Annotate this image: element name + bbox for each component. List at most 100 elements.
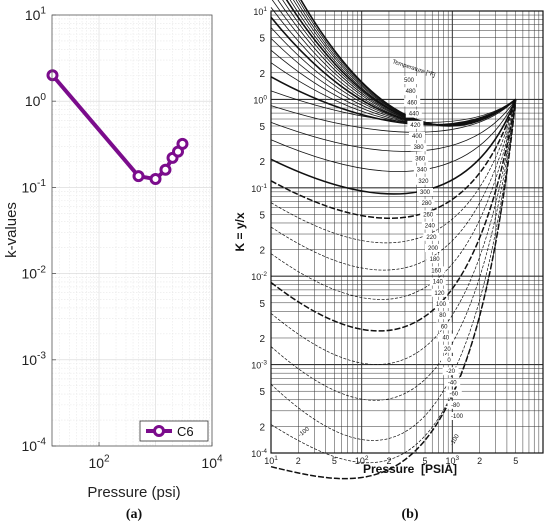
temp-label-bg bbox=[449, 412, 465, 420]
k-curve-minus20 bbox=[270, 99, 517, 365]
temp-label-bg bbox=[405, 109, 422, 118]
temp-label-bg bbox=[428, 266, 445, 275]
k-curve-minus60 bbox=[270, 99, 517, 441]
temp-label-bg bbox=[420, 210, 437, 219]
k-curve-20 bbox=[270, 99, 517, 300]
temp-label-bottom-right: -100 bbox=[450, 433, 462, 447]
temp-label: 0 bbox=[447, 358, 451, 364]
x-tick-label: 2 bbox=[477, 456, 482, 466]
temp-label: 120 bbox=[434, 291, 445, 297]
temp-label: -40 bbox=[448, 380, 457, 386]
temp-label: 400 bbox=[412, 134, 423, 140]
panel-b-y-axis-label: K = y/x bbox=[233, 212, 247, 251]
x-tick-label: 2 bbox=[296, 456, 301, 466]
temp-label-bg bbox=[404, 98, 421, 107]
y-tick-label: 101 bbox=[25, 6, 47, 23]
temp-label: -60 bbox=[449, 392, 458, 398]
y-minor-tick-label: 5 bbox=[259, 299, 265, 310]
panel-a-x-axis-label: Pressure (psi) bbox=[87, 484, 180, 501]
y-tick-label: 10-1 bbox=[21, 178, 46, 195]
temp-label: 180 bbox=[430, 257, 441, 263]
y-minor-tick-label: 2 bbox=[259, 334, 265, 345]
temp-label-bg bbox=[429, 277, 446, 286]
temp-label: 260 bbox=[423, 212, 434, 218]
k-curve-40 bbox=[270, 99, 517, 271]
temp-label-bg bbox=[421, 221, 438, 230]
panel-a-y-ticks: 101 100 10-1 10-2 10-3 10-4 bbox=[21, 6, 56, 454]
y-tick-label: 10-2 bbox=[21, 264, 46, 281]
k-curve-0 bbox=[270, 99, 517, 332]
temp-label: -20 bbox=[446, 369, 455, 375]
data-point-c6 bbox=[176, 137, 189, 150]
data-point-c6 bbox=[132, 170, 145, 183]
temp-label-bg bbox=[437, 333, 454, 342]
temp-label-bg bbox=[445, 389, 462, 398]
panel-a-legend: C6 bbox=[139, 420, 209, 442]
temp-label-bg bbox=[442, 367, 459, 376]
temp-label-bg bbox=[447, 400, 464, 409]
x-tick-label: 101 bbox=[264, 455, 278, 466]
y-tick-label: 10-4 bbox=[21, 437, 46, 454]
panel-b-temperature-labels: 5004804604404204003803603403203002802602… bbox=[298, 76, 465, 447]
y-minor-tick-label: 5 bbox=[259, 387, 265, 398]
k-curve-60 bbox=[270, 99, 517, 244]
temp-label-bg bbox=[444, 378, 461, 387]
temp-label-bg bbox=[426, 255, 443, 264]
temp-label: 240 bbox=[425, 224, 436, 230]
x-tick-label: 102 bbox=[88, 454, 110, 471]
temp-label-bg bbox=[431, 288, 448, 297]
temp-label: -100 bbox=[451, 414, 464, 420]
temp-label: 360 bbox=[415, 156, 426, 162]
temp-label: 480 bbox=[406, 89, 417, 95]
y-minor-tick-label: 2 bbox=[259, 246, 265, 257]
panel-b-y-ticks: 101 100 10-1 10-2 10-3 10-4 5 2 5 2 5 2 5 2 5 2 bbox=[251, 6, 267, 459]
temp-label: 340 bbox=[417, 168, 428, 174]
y-tick-label: 10-3 bbox=[21, 351, 46, 368]
x-tick-label: 5 bbox=[423, 456, 428, 466]
temp-label-bg bbox=[402, 87, 419, 96]
y-tick-label: 100 bbox=[25, 92, 47, 109]
y-tick-label: 101 bbox=[253, 6, 267, 17]
panel-a-frame bbox=[51, 14, 213, 447]
temp-label-bg bbox=[434, 311, 451, 320]
panel-b-x-ticks: 101 2 5 102 2 5 103 2 5 bbox=[264, 455, 518, 466]
temp-label: 380 bbox=[414, 145, 425, 151]
temp-label: 40 bbox=[442, 336, 449, 342]
temp-label: 140 bbox=[433, 280, 444, 286]
y-tick-label: 100 bbox=[253, 94, 267, 105]
data-point-c6 bbox=[149, 173, 162, 186]
panel-a-letter: (a) bbox=[126, 507, 143, 522]
temp-label-bg bbox=[436, 322, 453, 331]
data-point-c6 bbox=[46, 69, 59, 82]
temp-label: 420 bbox=[410, 123, 421, 129]
panel-b-x-axis-label: Pressure [PSIA] bbox=[363, 462, 457, 476]
k-curve-minus100 bbox=[270, 99, 517, 480]
y-tick-label: 10-2 bbox=[251, 271, 267, 282]
y-tick-label: 10-4 bbox=[251, 448, 267, 459]
temp-label: 20 bbox=[444, 347, 451, 353]
y-minor-tick-label: 2 bbox=[259, 69, 265, 80]
temp-label-bg bbox=[409, 132, 425, 140]
temp-label-bg bbox=[423, 232, 440, 241]
temp-label-bg bbox=[417, 188, 433, 196]
temp-label-bg bbox=[410, 143, 427, 152]
y-minor-tick-label: 5 bbox=[259, 122, 265, 133]
legend-marker-c6 bbox=[153, 425, 165, 437]
temp-label: -80 bbox=[451, 403, 460, 409]
panel-b-frame bbox=[270, 10, 544, 454]
x-tick-label: 2 bbox=[386, 456, 391, 466]
temp-label: 500 bbox=[404, 78, 415, 84]
k-curve-minus40 bbox=[270, 99, 517, 401]
y-minor-tick-label: 5 bbox=[259, 210, 265, 221]
temp-label-bg bbox=[425, 244, 441, 252]
x-tick-label: 5 bbox=[513, 456, 518, 466]
k-curve-minus80 bbox=[270, 99, 517, 464]
temp-label: 460 bbox=[407, 100, 418, 106]
panel-b-letter: (b) bbox=[401, 507, 418, 522]
temp-label-bg bbox=[412, 154, 429, 163]
temp-label: 220 bbox=[426, 235, 437, 241]
x-tick-label: 103 bbox=[446, 455, 460, 466]
temp-label-bg bbox=[418, 199, 435, 208]
y-minor-tick-label: 2 bbox=[259, 157, 265, 168]
